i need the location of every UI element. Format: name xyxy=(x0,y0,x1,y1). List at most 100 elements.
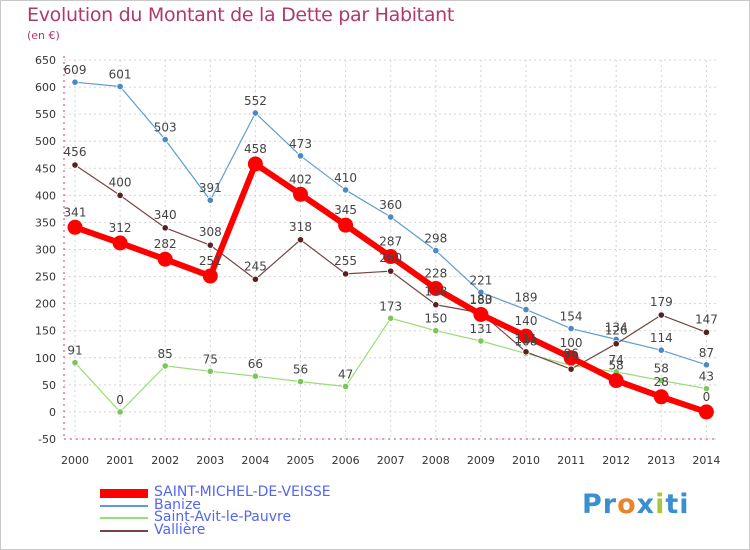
data-label: 260 xyxy=(379,251,402,265)
data-label: 43 xyxy=(699,370,714,384)
y-tick-label: 300 xyxy=(35,244,56,257)
logo-letter: Pr xyxy=(582,489,618,520)
data-point xyxy=(67,219,83,235)
data-point xyxy=(518,328,534,344)
y-tick-label: 650 xyxy=(35,54,56,67)
data-point xyxy=(206,241,214,249)
data-label: 609 xyxy=(64,63,87,77)
y-tick-label: 550 xyxy=(35,108,56,121)
data-label: 345 xyxy=(334,203,357,217)
data-label: 298 xyxy=(424,232,447,246)
data-label: 360 xyxy=(379,198,402,212)
data-point xyxy=(206,196,214,204)
data-label: 154 xyxy=(560,310,583,324)
data-point xyxy=(432,327,440,335)
data-point xyxy=(432,246,440,255)
data-label: 56 xyxy=(293,363,308,377)
data-point xyxy=(206,367,214,375)
logo-letter: ti xyxy=(665,489,690,520)
y-tick-label: -50 xyxy=(38,433,56,446)
data-label: 400 xyxy=(109,175,132,189)
data-label: 179 xyxy=(650,295,673,309)
data-label: 198 xyxy=(424,285,447,299)
x-tick-label: 2011 xyxy=(557,454,585,467)
data-label: 189 xyxy=(515,291,538,305)
data-point xyxy=(296,152,305,160)
data-point xyxy=(247,156,263,172)
data-point xyxy=(608,373,624,389)
data-label: 410 xyxy=(334,171,357,185)
y-tick-label: 0 xyxy=(49,406,56,419)
y-tick-label: 250 xyxy=(35,271,56,284)
y-tick-label: 350 xyxy=(35,216,56,229)
data-label: 456 xyxy=(64,145,87,159)
data-point xyxy=(71,78,79,86)
x-tick-label: 2010 xyxy=(512,454,540,467)
data-label: 74 xyxy=(609,353,624,367)
data-point xyxy=(338,217,354,233)
data-point xyxy=(112,235,128,251)
data-label: 86 xyxy=(563,346,578,360)
series-group xyxy=(67,78,714,420)
legend-swatch xyxy=(100,504,148,507)
data-label: 58 xyxy=(609,359,624,373)
y-tick-label: 100 xyxy=(35,352,56,365)
data-point xyxy=(702,385,711,393)
data-point xyxy=(71,359,79,367)
y-tick-label: 150 xyxy=(35,325,56,338)
data-point xyxy=(71,161,79,169)
x-tick-label: 2003 xyxy=(196,454,224,467)
data-point xyxy=(477,288,485,296)
data-point xyxy=(657,311,665,319)
data-label: 0 xyxy=(116,393,124,407)
data-label: 100 xyxy=(560,336,583,350)
data-label: 251 xyxy=(199,254,222,268)
x-tick-label: 2012 xyxy=(602,454,630,467)
data-label: 85 xyxy=(158,347,173,361)
y-tick-label: 600 xyxy=(35,81,56,94)
data-label: 282 xyxy=(154,237,177,251)
data-label: 473 xyxy=(289,137,312,151)
data-label: 228 xyxy=(424,266,447,280)
logo-letter: i xyxy=(655,489,666,520)
axes: -500501001502002503003504004505005506006… xyxy=(35,54,720,467)
data-label: 108 xyxy=(515,334,538,348)
data-point xyxy=(116,82,124,91)
data-label: 402 xyxy=(289,172,312,186)
data-label: 58 xyxy=(654,362,669,376)
data-point xyxy=(116,191,124,199)
data-point xyxy=(251,275,259,283)
data-point xyxy=(161,224,169,232)
data-label: 126 xyxy=(605,324,628,338)
x-tick-label: 2009 xyxy=(467,454,495,467)
x-tick-label: 2004 xyxy=(241,454,269,467)
data-label: 134 xyxy=(605,320,628,334)
y-tick-label: 200 xyxy=(35,298,56,311)
data-point xyxy=(473,306,489,322)
legend-label: Saint-Avit-le-Pauvre xyxy=(154,509,292,525)
data-point xyxy=(157,251,173,267)
data-label: 183 xyxy=(469,293,492,307)
data-label: 75 xyxy=(203,352,218,366)
data-point xyxy=(698,404,714,420)
x-tick-label: 2005 xyxy=(287,454,315,467)
data-point xyxy=(251,109,259,117)
data-point xyxy=(161,135,169,144)
data-label: 391 xyxy=(199,181,222,195)
data-point xyxy=(702,361,711,369)
data-label: 287 xyxy=(379,235,402,249)
y-tick-label: 50 xyxy=(42,379,56,392)
data-point xyxy=(612,340,620,348)
series-saint-michel-de-veisse xyxy=(67,156,714,420)
legend-label: SAINT-MICHEL-DE-VEISSE xyxy=(154,484,331,500)
proxiti-logo: Proxiti xyxy=(582,489,690,520)
data-label: 79 xyxy=(563,349,578,363)
data-point xyxy=(657,346,665,354)
data-point xyxy=(296,378,305,386)
data-point xyxy=(477,337,485,345)
logo-letter: x xyxy=(636,489,656,520)
data-label: 458 xyxy=(244,142,267,156)
data-label: 255 xyxy=(334,254,357,268)
y-tick-label: 450 xyxy=(35,162,56,175)
data-label: 28 xyxy=(654,375,669,389)
